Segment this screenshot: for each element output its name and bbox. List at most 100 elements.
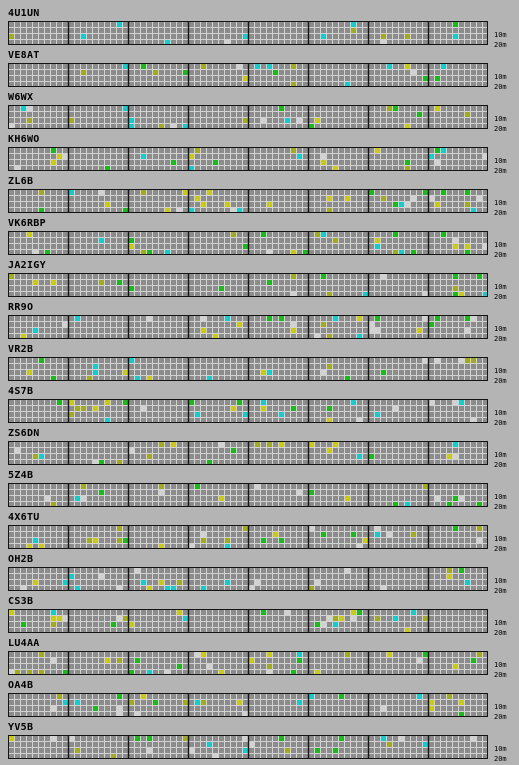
beacon-callsign: JA2IGY <box>8 260 46 271</box>
signal-cell <box>332 747 338 753</box>
band-label-20m: 20m <box>494 293 507 301</box>
signal-cell <box>440 189 446 195</box>
signal-cell <box>86 375 92 381</box>
signal-cell <box>140 153 146 159</box>
signal-cell <box>452 525 458 531</box>
signal-cell <box>464 357 470 363</box>
signal-cell <box>314 669 320 675</box>
signal-cell <box>470 357 476 363</box>
signal-cell <box>92 459 98 465</box>
signal-cell <box>404 627 410 633</box>
signal-cell <box>326 195 332 201</box>
propagation-grid <box>8 399 488 423</box>
signal-cell <box>158 543 164 549</box>
band-label-10m: 10m <box>494 199 507 207</box>
signal-cell <box>290 291 296 297</box>
signal-cell <box>50 705 56 711</box>
signal-cell <box>248 657 254 663</box>
band-label-20m: 20m <box>494 671 507 679</box>
beacon-callsign: ZL6B <box>8 176 34 187</box>
signal-cell <box>380 735 386 741</box>
signal-cell <box>374 237 380 243</box>
signal-cell <box>356 543 362 549</box>
signal-cell <box>344 81 350 87</box>
beacon-callsign: ZS6DN <box>8 428 40 439</box>
signal-cell <box>428 399 434 405</box>
signal-cell <box>422 189 428 195</box>
signal-cell <box>266 663 272 669</box>
signal-cell <box>38 543 44 549</box>
signal-cell <box>74 495 80 501</box>
signal-cell <box>92 369 98 375</box>
signal-cell <box>458 567 464 573</box>
signal-cell <box>452 243 458 249</box>
signal-cell <box>176 579 182 585</box>
signal-cell <box>266 651 272 657</box>
band-label-10m: 10m <box>494 535 507 543</box>
beacon-row: KH6WO 10m 20m <box>0 130 519 175</box>
signal-cell <box>224 201 230 207</box>
signal-cell <box>464 327 470 333</box>
signal-cell <box>140 405 146 411</box>
signal-cell <box>26 669 32 675</box>
signal-cell <box>362 291 368 297</box>
signal-cell <box>440 147 446 153</box>
signal-cell <box>68 411 74 417</box>
signal-cell <box>92 405 98 411</box>
signal-cell <box>356 333 362 339</box>
signal-cell <box>50 735 56 741</box>
signal-cell <box>320 369 326 375</box>
signal-cell <box>236 207 242 213</box>
signal-cell <box>314 621 320 627</box>
signal-cell <box>230 207 236 213</box>
grid-frame <box>8 105 488 129</box>
signal-cell <box>170 441 176 447</box>
signal-cell <box>344 495 350 501</box>
signal-cell <box>56 615 62 621</box>
beacon-row: JA2IGY 10m 20m <box>0 256 519 301</box>
signal-cell <box>368 189 374 195</box>
signal-cell <box>92 537 98 543</box>
band-label-20m: 20m <box>494 419 507 427</box>
signal-cell <box>140 579 146 585</box>
signal-cell <box>482 291 488 297</box>
signal-cell <box>452 237 458 243</box>
grid-frame <box>8 609 488 633</box>
signal-cell <box>422 291 428 297</box>
signal-cell <box>158 441 164 447</box>
signal-cell <box>428 153 434 159</box>
signal-cell <box>68 117 74 123</box>
signal-cell <box>380 369 386 375</box>
grid-frame <box>8 399 488 423</box>
signal-cell <box>296 153 302 159</box>
signal-cell <box>146 315 152 321</box>
propagation-grid <box>8 567 488 591</box>
signal-cell <box>296 489 302 495</box>
signal-cell <box>242 747 248 753</box>
signal-cell <box>308 123 314 129</box>
signal-cell <box>278 315 284 321</box>
signal-cell <box>314 231 320 237</box>
signal-cell <box>188 747 194 753</box>
band-label-20m: 20m <box>494 335 507 343</box>
signal-cell <box>14 165 20 171</box>
signal-cell <box>224 315 230 321</box>
signal-cell <box>158 579 164 585</box>
signal-cell <box>290 81 296 87</box>
signal-cell <box>326 417 332 423</box>
beacon-row: ZS6DN 10m 20m <box>0 424 519 469</box>
beacon-callsign: RR9O <box>8 302 34 313</box>
band-label-20m: 20m <box>494 83 507 91</box>
signal-cell <box>434 147 440 153</box>
signal-cell <box>200 63 206 69</box>
signal-cell <box>8 735 14 741</box>
signal-cell <box>140 249 146 255</box>
signal-cell <box>266 369 272 375</box>
signal-cell <box>98 489 104 495</box>
signal-cell <box>404 159 410 165</box>
signal-cell <box>242 711 248 717</box>
signal-cell <box>116 693 122 699</box>
signal-cell <box>116 459 122 465</box>
signal-cell <box>206 459 212 465</box>
signal-cell <box>200 201 206 207</box>
